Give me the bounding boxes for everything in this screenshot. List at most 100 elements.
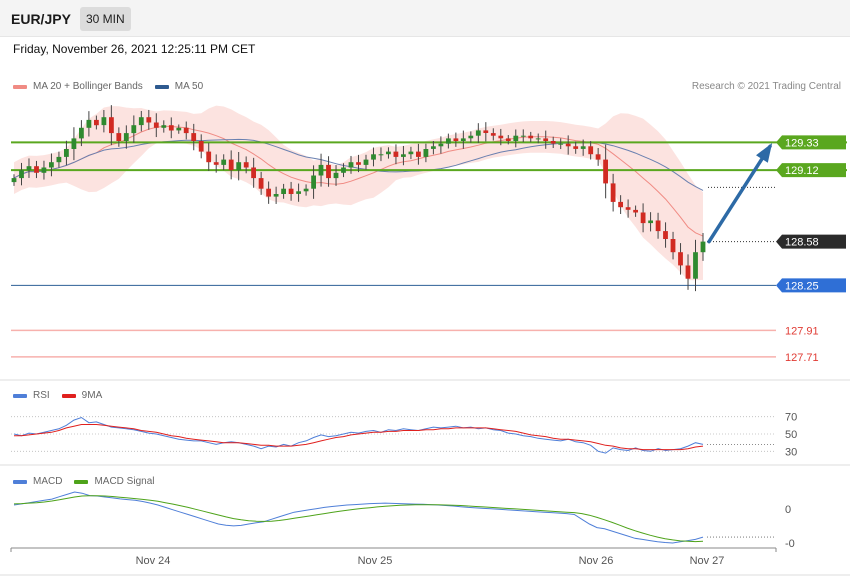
candle-body [670, 239, 676, 253]
candle-body [311, 175, 316, 189]
resistance-level-tag [776, 135, 846, 150]
candle-body [520, 135, 526, 137]
ma20-legend-swatch [13, 84, 27, 89]
candle-body [625, 207, 631, 210]
candle-body [64, 149, 69, 157]
candle-body [700, 241, 706, 253]
candle-body [41, 167, 47, 173]
support-level-label: 127.91 [785, 325, 819, 337]
resistance-level-tag [776, 163, 846, 178]
candle-body [131, 125, 137, 134]
x-tick-label: Nov 26 [579, 555, 614, 567]
candle-body [191, 133, 197, 141]
candle-body [49, 162, 54, 168]
candle-body [498, 135, 504, 139]
candle-body [71, 138, 77, 149]
candle-body [483, 130, 489, 133]
rsi-ma-legend-label: 9MA [81, 390, 103, 401]
pivot-level-label: 128.25 [785, 280, 819, 292]
candle-body [213, 162, 219, 165]
candle-body [303, 188, 309, 192]
candle-body [505, 138, 511, 141]
ma50-legend-label: MA 50 [174, 81, 204, 92]
candle-body [468, 135, 474, 139]
support-level-label: 127.71 [785, 352, 819, 364]
candle-body [318, 164, 324, 176]
macd-signal-legend-swatch [74, 479, 89, 484]
candle-body [296, 191, 301, 194]
candle-body [168, 125, 174, 131]
candle-body [588, 146, 594, 155]
rsi-legend-label: RSI [33, 390, 50, 401]
macd-signal-line [13, 495, 704, 543]
current-level-label: 128.58 [785, 237, 819, 249]
candle-body [610, 183, 616, 202]
candle-body [633, 209, 638, 213]
candle-body [655, 220, 661, 232]
candle-body [356, 162, 361, 165]
candle-body [34, 166, 39, 173]
candle-body [595, 154, 601, 160]
candle-body [678, 252, 683, 266]
current-level-tag [776, 234, 846, 249]
candle-body [26, 166, 32, 171]
rsi-tick-label: 30 [785, 446, 797, 458]
candle-body [206, 151, 212, 163]
rsi-ma-legend-swatch [61, 393, 76, 398]
candle-body [685, 265, 691, 279]
candle-body [236, 162, 242, 171]
candle-body [273, 194, 279, 197]
candle-body [56, 156, 62, 163]
candle-body [153, 122, 159, 128]
candle-body [116, 133, 122, 141]
candle-body [123, 133, 129, 141]
candle-body [648, 220, 653, 224]
ma50-legend-swatch [154, 84, 169, 89]
candle-body [573, 146, 579, 149]
candle-body [94, 119, 99, 126]
candle-body [535, 138, 541, 140]
candles-group [11, 105, 706, 292]
bollinger-band [14, 105, 703, 281]
candle-body [11, 178, 17, 183]
candle-body [243, 162, 249, 168]
pivot-level-tag [776, 278, 846, 293]
candle-body [86, 119, 92, 128]
candle-body [603, 159, 608, 184]
candle-body [475, 130, 481, 136]
macd-legend-label: MACD [33, 476, 63, 487]
candle-body [490, 133, 496, 136]
ma20-legend-label: MA 20 + Bollinger Bands [33, 81, 143, 92]
rsi-ma-line [14, 424, 704, 451]
candle-body [543, 138, 549, 141]
candle-body [460, 138, 466, 141]
rsi-line [13, 416, 704, 454]
x-tick-label: Nov 27 [690, 555, 725, 567]
candle-body [565, 143, 571, 147]
candle-body [580, 146, 586, 149]
candle-body [371, 154, 376, 160]
candle-body [528, 135, 534, 139]
candle-body [640, 212, 646, 224]
chart-header: EUR/JPY 30 MIN [0, 0, 850, 37]
x-tick-label: Nov 25 [358, 555, 393, 567]
candle-body [341, 167, 346, 173]
rsi-tick-label: 70 [785, 412, 797, 424]
candle-body [266, 188, 271, 197]
macd-tick-label: -0 [785, 538, 795, 550]
timeframe-button[interactable]: 30 MIN [80, 7, 131, 31]
candle-body [221, 159, 227, 165]
credit-text: Research © 2021 Trading Central [691, 81, 841, 92]
macd-signal-legend-label: MACD Signal [94, 476, 155, 487]
rsi-legend-swatch [13, 393, 27, 398]
candle-body [423, 149, 429, 157]
candle-body [348, 162, 354, 168]
candle-body [416, 151, 421, 157]
main-legend: MA 20 + Bollinger Bands MA 50 [13, 81, 215, 92]
candle-body [281, 188, 286, 194]
macd-tick-label: 0 [785, 504, 791, 516]
forecast-arrow-head [756, 142, 773, 163]
resistance-level-label: 129.33 [785, 137, 819, 149]
candle-body [438, 143, 444, 147]
